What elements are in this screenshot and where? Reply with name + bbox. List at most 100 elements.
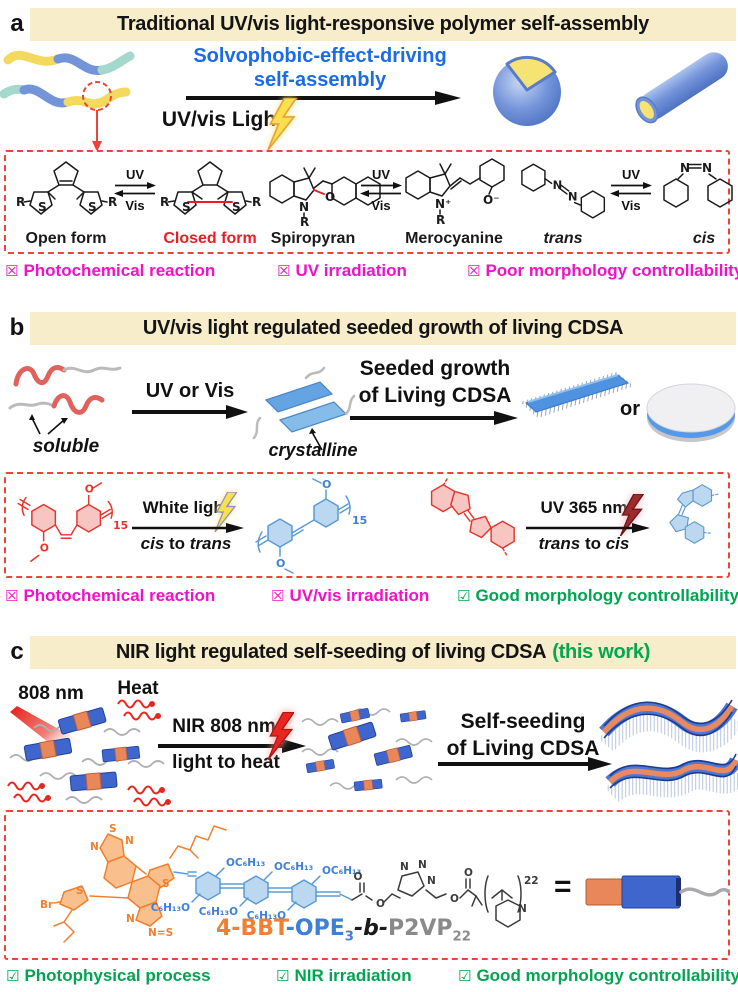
check-item: ☒ UV irradiation: [277, 261, 407, 280]
cis-stilbene-indane-structure: [669, 484, 720, 544]
trans-ppv-structure: O O 15: [255, 478, 367, 574]
nir-808-label: NIR 808 nm: [172, 716, 276, 737]
uv-vis-equilibrium: UV Vis: [112, 168, 158, 213]
cross-box-icon: ☒: [271, 587, 285, 605]
c6h13o-label: C₆H₁₃O: [151, 902, 190, 914]
panel-a-header: Traditional UV/vis light-responsive poly…: [30, 8, 736, 41]
merocyanine-label: Merocyanine: [405, 230, 503, 247]
equals-sign: =: [554, 870, 572, 903]
uv-vis-equilibrium: UV Vis: [608, 168, 654, 213]
o-atom: O: [40, 541, 49, 554]
check-item: ☑ NIR irradiation: [276, 966, 412, 985]
spiropyran-structure: N R O: [269, 167, 381, 226]
check-box-icon: ☑: [457, 587, 471, 605]
sphere-micelle-illustration: [493, 55, 561, 126]
n-atom: N: [518, 903, 527, 915]
br-atom: Br: [40, 899, 54, 911]
c6h13o-label: C₆H₁₃O: [247, 910, 286, 922]
n-plus-atom: N⁺: [435, 197, 451, 211]
lightning-bolt-icon: [214, 492, 238, 532]
seeded-growth-caption: Seeded growth of Living CDSA: [358, 357, 512, 408]
s-atom: S: [109, 823, 117, 835]
o-atom: O: [450, 893, 459, 905]
cross-box-icon: ☒: [467, 262, 481, 280]
cylinder-micelle-illustration: [635, 52, 728, 124]
r-group: R: [300, 215, 309, 226]
panel-b-title: UV/vis light regulated seeded growth of …: [142, 317, 624, 339]
check-box-icon: ☑: [6, 967, 20, 985]
n-atom: N: [568, 190, 578, 204]
n-atom: N: [427, 875, 436, 887]
lightning-bolt-icon: [619, 494, 644, 536]
panel-c-title: NIR light regulated self-seeding of livi…: [115, 641, 547, 663]
n-atom: N: [702, 161, 712, 175]
soluble-chains-illustration: [8, 365, 122, 435]
uv-vis-arrow: [132, 405, 248, 419]
check-item: ☒ Photochemical reaction: [5, 261, 216, 280]
merocyanine-structure: N⁺ R O⁻: [405, 158, 505, 226]
n-atom: N: [418, 859, 427, 871]
trans-azobenzene-structure: N N: [521, 163, 606, 219]
check-box-icon: ☑: [458, 967, 472, 985]
cross-box-icon: ☒: [5, 587, 19, 605]
s-atom: S: [182, 200, 191, 214]
panel-a-structures-box: S S R R UV Vis S S R R: [4, 150, 733, 254]
open-form-label: Open form: [25, 230, 107, 247]
n-atom: N: [126, 913, 135, 925]
polymer-name-label: 4-BBT-OPE3-b-P2VP22: [216, 916, 471, 945]
s-atom: S: [38, 200, 47, 214]
oc6h13-label: OC₆H₁₃: [226, 857, 266, 869]
lightning-bolt-icon: [267, 712, 294, 760]
ribbon-2: [604, 753, 738, 803]
crystalline-label: crystalline: [268, 440, 358, 460]
white-light-label: White light: [142, 498, 230, 517]
cis-azobenzene-structure: N N: [663, 161, 733, 208]
spiropyran-label: Spiropyran: [270, 230, 356, 247]
check-item: ☑ Photophysical process: [6, 966, 211, 985]
s-atom: S: [88, 200, 97, 214]
dashed-highlight-circle: [82, 81, 112, 111]
assembly-arrow: [186, 91, 461, 105]
panel-a-title: Traditional UV/vis light-responsive poly…: [117, 13, 649, 35]
panel-c-structure-box: S S N N N N=S S Br: [4, 810, 730, 960]
repeat-subscript: 22: [524, 875, 539, 887]
panel-b-structures-box: O O 15 White light cis to trans: [4, 472, 730, 578]
r-group: R: [160, 195, 169, 209]
equilibrium-arrows-icon: [114, 181, 156, 197]
ribbon-1: [598, 699, 738, 753]
n-atom: N: [125, 835, 134, 847]
heat-label: Heat: [117, 678, 159, 699]
self-seeding-arrow: [438, 757, 612, 771]
closed-form-label: Closed form: [163, 230, 257, 247]
oc6h13-label: OC₆H₁₃: [322, 865, 362, 877]
r-group: R: [108, 195, 117, 209]
lightning-bolt-icon: [267, 98, 298, 150]
panel-c-label: c: [10, 638, 24, 665]
or-label: or: [620, 398, 640, 420]
oc6h13-label: OC₆H₁₃: [274, 861, 314, 873]
repeat-subscript: 15: [113, 519, 128, 532]
reaction-arrow: [526, 523, 650, 533]
o-atom: O: [464, 867, 473, 879]
o-atom: O: [276, 557, 285, 570]
twisted-ribbon-micelles-illustration: [598, 699, 738, 803]
r-group: R: [436, 213, 445, 226]
panel-b-header: UV/vis light regulated seeded growth of …: [30, 312, 736, 345]
r-group: R: [252, 195, 261, 209]
uv-365-label: UV 365 nm: [540, 498, 628, 517]
lenticular-platelet-illustration: [646, 383, 736, 442]
uvvis-light-label: UV/vis Light: [161, 108, 284, 131]
reaction-arrow: [132, 523, 244, 533]
cross-box-icon: ☒: [277, 262, 291, 280]
cis-label: cis: [692, 230, 716, 247]
nir-heating-micelles-illustration: [7, 699, 171, 807]
check-item: ☒ Poor morphology controllability: [467, 261, 738, 280]
fragmented-micelles-illustration: [301, 707, 433, 792]
o-atom: O: [354, 871, 363, 883]
equilibrium-arrows-icon: [610, 181, 652, 197]
light-to-heat-label: light to heat: [172, 752, 280, 773]
uv-vis-equilibrium: UV Vis: [358, 168, 404, 213]
check-item: ☑ Good morphology controllability: [458, 966, 738, 985]
red-down-arrowhead: [92, 141, 102, 152]
o-atom: O: [325, 190, 335, 204]
